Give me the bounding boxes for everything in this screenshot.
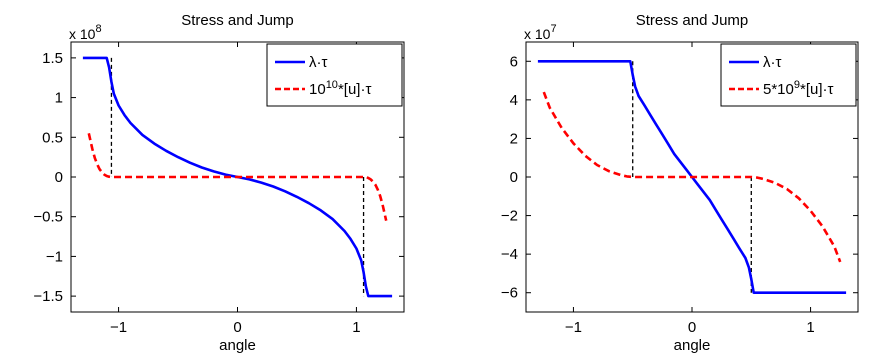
y-tick-label: −4 xyxy=(501,246,518,263)
chart-title: Stress and Jump xyxy=(636,12,749,29)
x-tick-label: 0 xyxy=(688,319,696,336)
legend-label: λ·τ xyxy=(763,54,781,71)
legend-label: 5*109*[u]·τ xyxy=(763,79,834,98)
y-tick-label: −1.5 xyxy=(33,288,63,305)
y-tick-label: −1 xyxy=(46,248,63,265)
legend xyxy=(266,43,403,107)
y-tick-label: −2 xyxy=(501,208,518,225)
series-line-2 xyxy=(542,91,842,263)
y-tick-label: 4 xyxy=(510,92,518,109)
legend-label-part: λ·τ xyxy=(763,54,781,71)
legend-label: λ·τ xyxy=(309,54,327,71)
y-tick-label: 6 xyxy=(510,53,518,70)
y-exponent-base: x 10 xyxy=(524,26,551,42)
y-exponent-base: x 10 xyxy=(69,26,96,42)
y-exponent-power: 7 xyxy=(550,23,556,35)
series-line-2 xyxy=(87,133,388,221)
x-axis-label: angle xyxy=(219,337,256,354)
chart-2: Stress and Jump x 107 6 4 2 0 −2 −4 −6 −1 0 1 angle λ… xyxy=(501,12,859,354)
y-tick-label: 0 xyxy=(55,169,63,186)
y-tick-label: 0.5 xyxy=(42,129,63,146)
legend xyxy=(720,43,857,107)
y-tick-label: −0.5 xyxy=(33,209,63,226)
y-tick-label: 1.5 xyxy=(42,50,63,67)
y-tick-label: −6 xyxy=(501,285,518,302)
x-axis-label: angle xyxy=(674,337,711,354)
y-tick-label: 2 xyxy=(510,130,518,147)
x-tick-label: 1 xyxy=(352,319,360,336)
legend-label-part: 10 xyxy=(309,81,326,98)
legend-label: 1010*[u]·τ xyxy=(309,79,371,98)
legend-label-part: *[u]·τ xyxy=(338,81,372,98)
y-exponent-label: x 108 xyxy=(69,23,102,42)
y-exponent-label: x 107 xyxy=(524,23,557,42)
legend-label-part: 5*10 xyxy=(763,81,794,98)
chart-title: Stress and Jump xyxy=(181,12,294,29)
y-exponent-power: 8 xyxy=(95,23,101,35)
legend-label-part: 10 xyxy=(326,79,338,91)
x-tick-label: −1 xyxy=(110,319,127,336)
x-tick-label: −1 xyxy=(565,319,582,336)
legend-label-part: *[u]·τ xyxy=(800,81,834,98)
x-tick-label: 1 xyxy=(806,319,814,336)
y-tick-label: 0 xyxy=(510,169,518,186)
legend-label-part: 9 xyxy=(794,79,800,91)
chart-1: Stress and Jump x 108 1.5 1 0.5 0 −0.5 −1 −1.5 −1… xyxy=(33,12,405,354)
x-tick-label: 0 xyxy=(233,319,241,336)
legend-label-part: λ·τ xyxy=(309,54,327,71)
y-tick-label: 1 xyxy=(55,90,63,107)
